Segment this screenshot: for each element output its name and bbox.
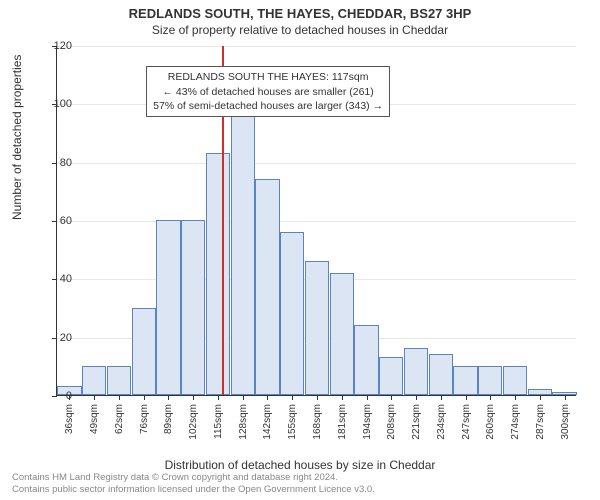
histogram-bar [379,357,403,395]
xtick-mark [243,395,244,400]
gridline [57,163,576,164]
histogram-bar [255,179,279,395]
x-axis-label: Distribution of detached houses by size … [0,458,600,472]
xtick-label: 76sqm [139,404,150,434]
ytick-label: 80 [32,157,72,169]
histogram-bar [453,366,477,395]
ytick-label: 20 [32,332,72,344]
histogram-bar [330,273,354,396]
xtick-label: 115sqm [213,404,224,439]
footer-line-1: Contains HM Land Registry data © Crown c… [12,472,375,484]
xtick-label: 274sqm [510,404,521,440]
xtick-mark [94,395,95,400]
xtick-label: 181sqm [337,404,348,440]
footer-attribution: Contains HM Land Registry data © Crown c… [12,472,375,496]
xtick-label: 142sqm [262,404,273,440]
xtick-mark [342,395,343,400]
histogram-bar [181,220,205,395]
histogram-bar [132,308,156,396]
histogram-bar [206,153,230,395]
xtick-mark [490,395,491,400]
chart-subtitle: Size of property relative to detached ho… [0,21,600,37]
xtick-label: 234sqm [436,404,447,440]
xtick-label: 194sqm [362,404,373,440]
xtick-mark [317,395,318,400]
histogram-bar [305,261,329,395]
xtick-mark [391,395,392,400]
histogram-bar [354,325,378,395]
xtick-mark [119,395,120,400]
xtick-label: 36sqm [64,404,75,434]
plot-area: REDLANDS SOUTH THE HAYES: 117sqm← 43% of… [56,46,576,396]
xtick-mark [193,395,194,400]
xtick-label: 62sqm [114,404,125,434]
histogram-bar [280,232,304,395]
histogram-bar [156,220,180,395]
xtick-mark [441,395,442,400]
chart-title: REDLANDS SOUTH, THE HAYES, CHEDDAR, BS27… [0,0,600,21]
y-axis-label: Number of detached properties [10,55,24,220]
xtick-mark [144,395,145,400]
xtick-mark [218,395,219,400]
xtick-label: 208sqm [386,404,397,440]
footer-line-2: Contains public sector information licen… [12,484,375,496]
xtick-label: 89sqm [163,404,174,434]
ytick-label: 60 [32,215,72,227]
gridline [57,221,576,222]
xtick-mark [168,395,169,400]
xtick-label: 128sqm [238,404,249,440]
xtick-label: 260sqm [485,404,496,440]
xtick-mark [540,395,541,400]
annotation-line: 57% of semi-detached houses are larger (… [153,99,383,113]
xtick-mark [292,395,293,400]
xtick-label: 155sqm [287,404,298,440]
xtick-mark [267,395,268,400]
xtick-mark [416,395,417,400]
histogram-bar [429,354,453,395]
histogram-bar [231,109,255,395]
histogram-bar [404,348,428,395]
xtick-mark [367,395,368,400]
chart-container: REDLANDS SOUTH, THE HAYES, CHEDDAR, BS27… [0,0,600,500]
xtick-mark [515,395,516,400]
xtick-label: 49sqm [89,404,100,434]
xtick-label: 300sqm [560,404,571,440]
xtick-mark [466,395,467,400]
xtick-label: 287sqm [535,404,546,440]
ytick-label: 120 [32,40,72,52]
xtick-label: 102sqm [188,404,199,440]
gridline [57,46,576,47]
xtick-label: 221sqm [411,404,422,440]
histogram-bar [503,366,527,395]
histogram-bar [478,366,502,395]
annotation-line: ← 43% of detached houses are smaller (26… [153,85,383,99]
annotation-line: REDLANDS SOUTH THE HAYES: 117sqm [153,70,383,84]
ytick-label: 100 [32,98,72,110]
xtick-label: 247sqm [461,404,472,440]
annotation-box: REDLANDS SOUTH THE HAYES: 117sqm← 43% of… [146,66,390,117]
histogram-bar [107,366,131,395]
xtick-mark [565,395,566,400]
histogram-bar [82,366,106,395]
ytick-label: 40 [32,273,72,285]
ytick-label: 0 [32,390,72,402]
xtick-label: 168sqm [312,404,323,440]
